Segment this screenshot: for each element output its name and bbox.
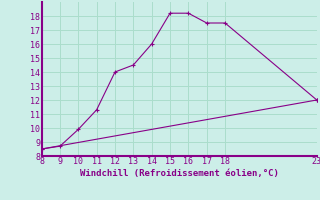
X-axis label: Windchill (Refroidissement éolien,°C): Windchill (Refroidissement éolien,°C) <box>80 169 279 178</box>
